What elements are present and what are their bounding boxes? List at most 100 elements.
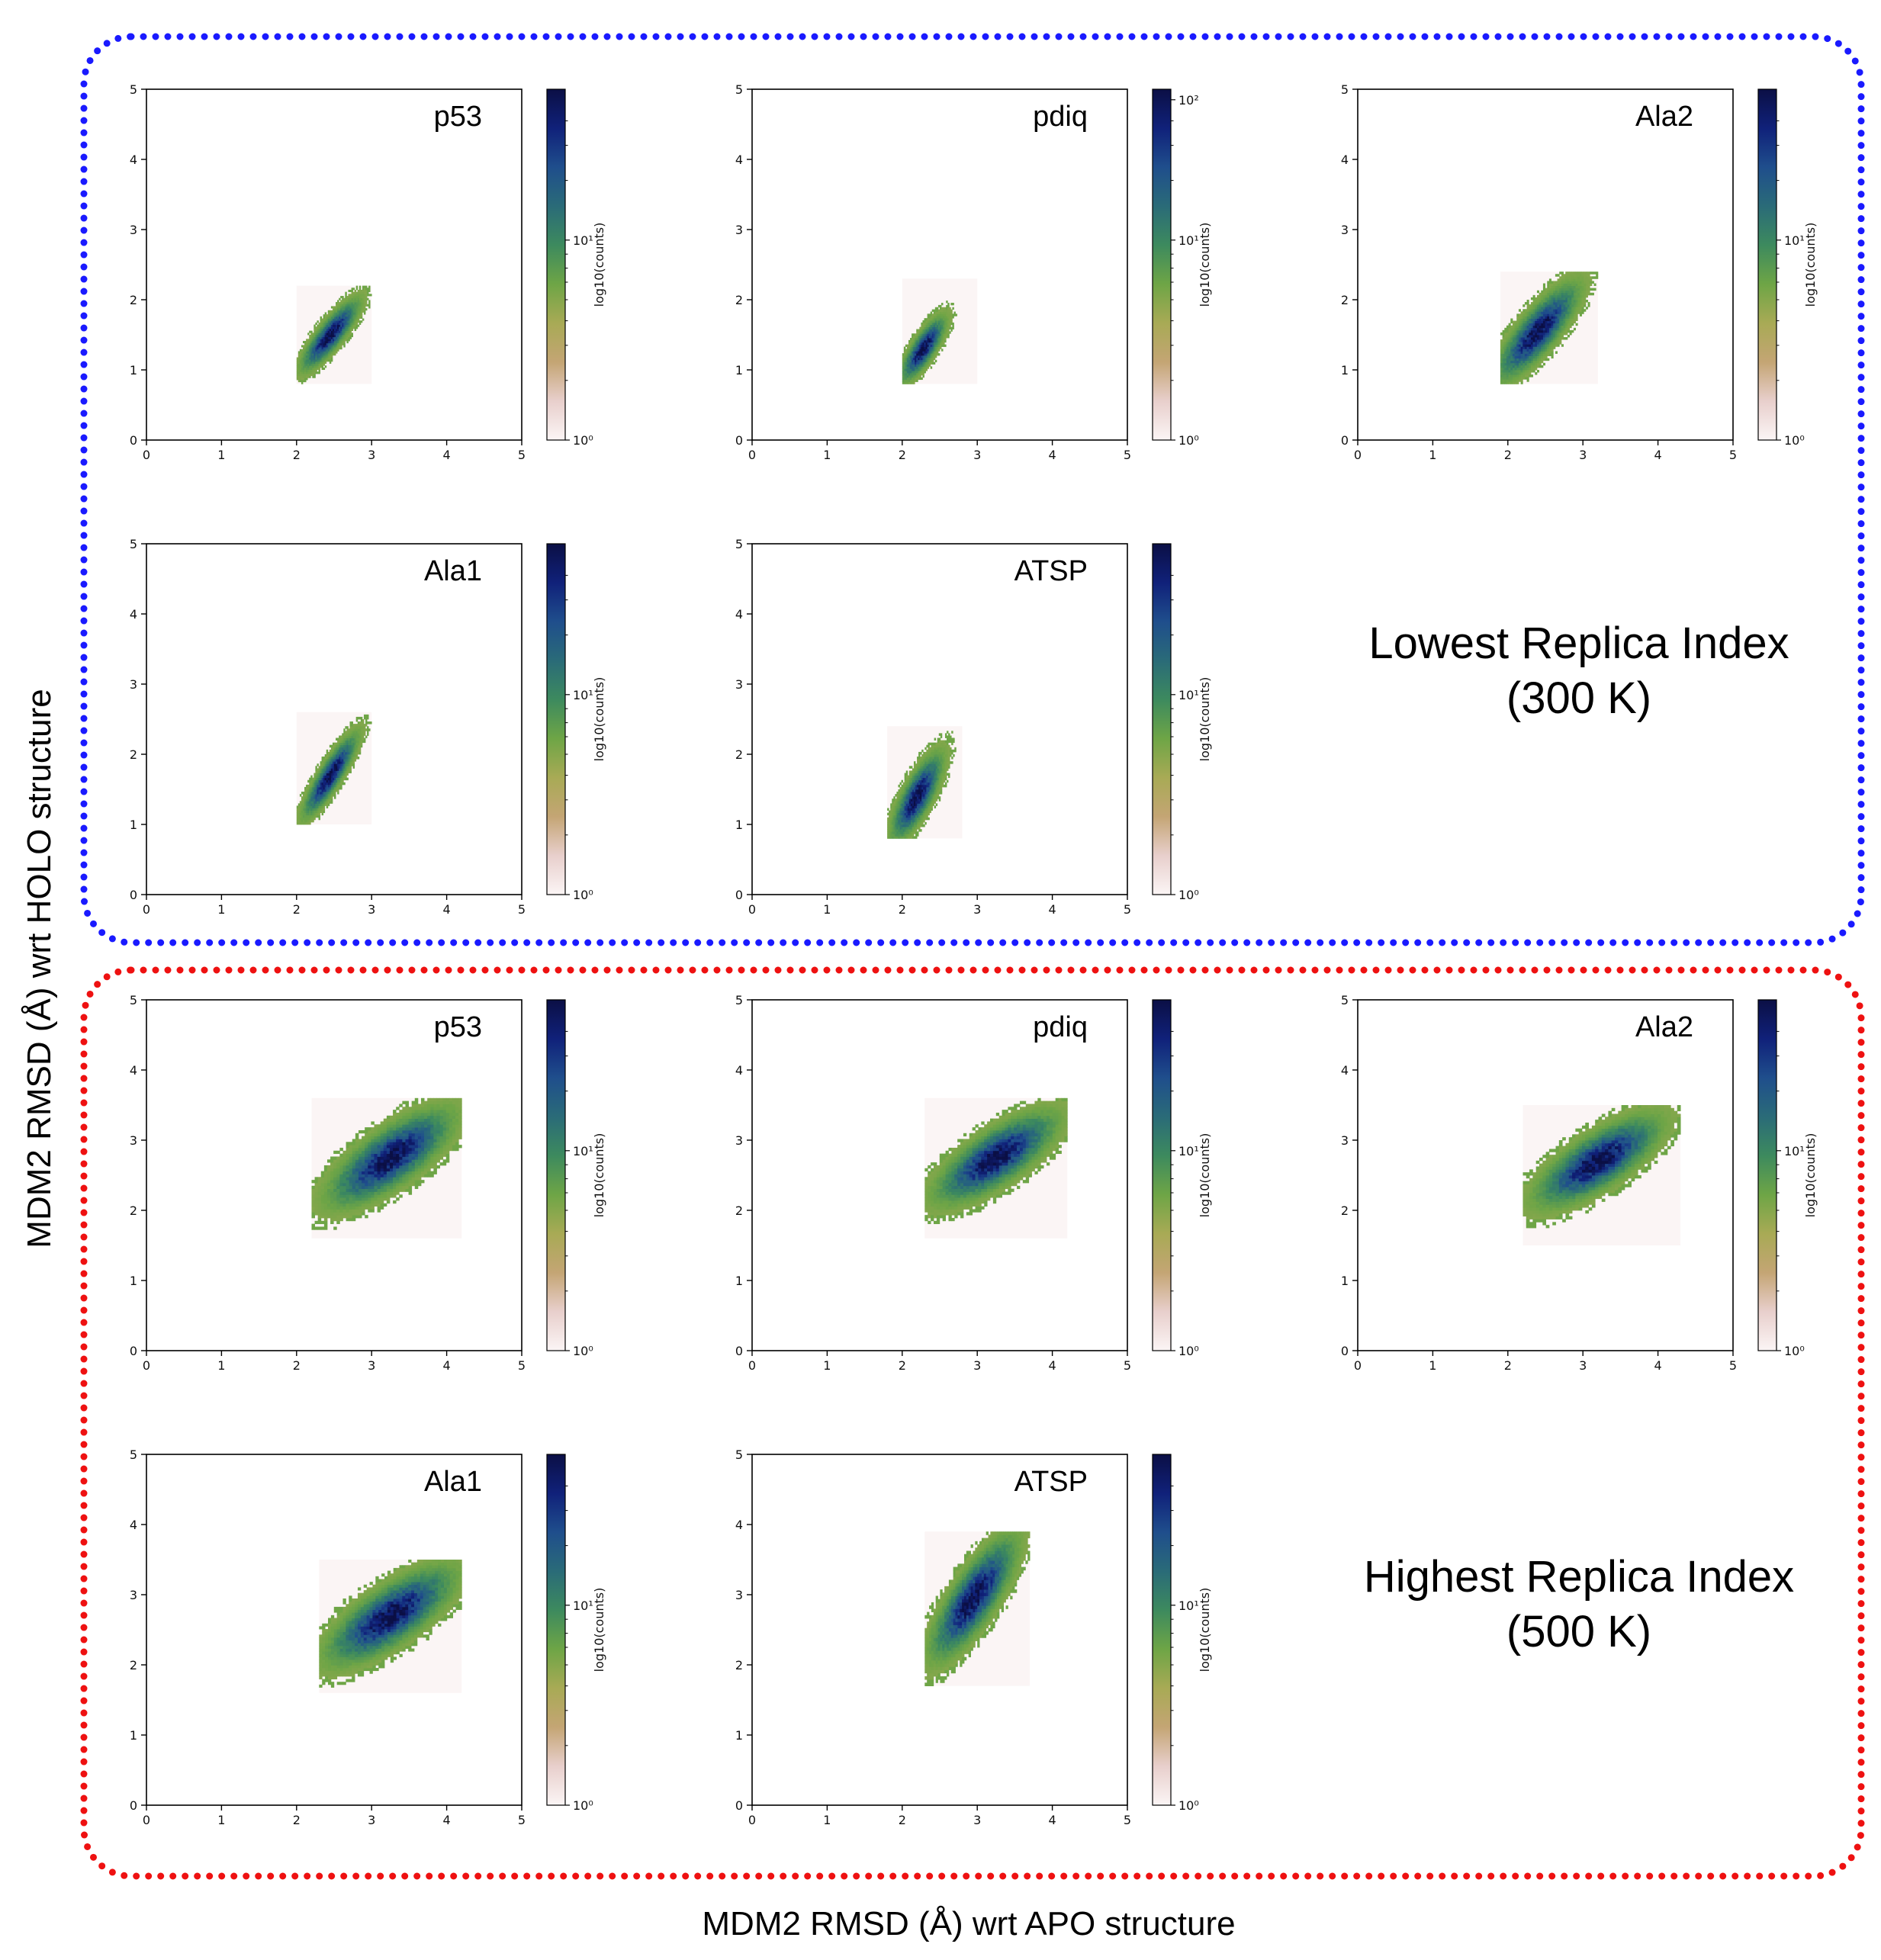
heatmap-cell <box>363 297 366 300</box>
heatmap-cell <box>303 801 305 804</box>
heatmap-cell <box>352 747 355 750</box>
heatmap-cell <box>1502 372 1505 375</box>
heatmap-cell <box>337 336 339 339</box>
heatmap-cell <box>944 307 947 310</box>
heatmap-cell <box>326 328 329 332</box>
heatmap-cell <box>913 794 916 797</box>
heatmap-cell <box>921 336 923 339</box>
heatmap-cell <box>1522 304 1526 307</box>
heatmap-cell <box>929 808 931 811</box>
heatmap-cell <box>944 768 947 771</box>
heatmap-cell <box>1541 335 1544 338</box>
heatmap-cell <box>340 324 342 327</box>
heatmap-cell <box>304 361 307 364</box>
heatmap-cell <box>908 792 912 795</box>
heatmap-cell <box>324 789 327 792</box>
heatmap-cell <box>934 786 937 790</box>
x-tick-label: 3 <box>368 448 375 462</box>
heatmap-cell <box>890 803 892 806</box>
heatmap-cell <box>919 344 921 347</box>
heatmap-cell <box>1548 337 1551 340</box>
heatmap-cell <box>1561 316 1564 319</box>
heatmap-cell <box>912 377 914 381</box>
heatmap-cell <box>348 733 350 736</box>
heatmap-cell <box>947 754 949 757</box>
colorbar <box>547 544 565 895</box>
heatmap-cell <box>332 749 335 753</box>
heatmap-cell <box>304 803 307 806</box>
heatmap-cell <box>329 782 332 786</box>
heatmap-cell <box>362 735 365 738</box>
heatmap-cell <box>332 770 335 773</box>
heatmap-cell <box>342 751 344 755</box>
heatmap-cell <box>1506 355 1510 359</box>
heatmap-cell <box>1530 355 1533 359</box>
heatmap-cell <box>1561 311 1564 314</box>
heatmap-cell <box>296 365 299 368</box>
heatmap-cell <box>922 339 924 343</box>
heatmap-cell <box>321 367 324 371</box>
heatmap-cell <box>1542 316 1545 319</box>
heatmap-cell <box>889 817 891 821</box>
heatmap-cell <box>299 355 302 358</box>
heatmap-cell <box>943 747 946 750</box>
heatmap-cell <box>1567 316 1570 319</box>
heatmap-cell <box>923 775 925 779</box>
heatmap-cell <box>1565 311 1568 314</box>
heatmap-cell <box>346 763 349 766</box>
heatmap-cell <box>348 289 350 293</box>
heatmap-cell <box>929 759 931 762</box>
heatmap-cell <box>931 770 933 773</box>
heatmap-cell <box>905 810 908 814</box>
heatmap-cell <box>340 744 342 748</box>
heatmap-cell <box>920 829 922 832</box>
heatmap-cell <box>926 801 928 804</box>
heatmap-cell <box>898 792 900 795</box>
heatmap-cell <box>1529 351 1532 354</box>
heatmap-cell <box>910 801 913 804</box>
heatmap-cell <box>896 819 899 823</box>
heatmap-cell <box>910 357 912 361</box>
heatmap-cell <box>330 316 333 319</box>
heatmap-cell <box>330 796 333 799</box>
heatmap-cell <box>307 375 310 378</box>
heatmap-cell <box>1548 304 1551 307</box>
heatmap-cell <box>1555 329 1558 333</box>
heatmap-cell <box>895 817 897 821</box>
heatmap-cell <box>902 805 905 808</box>
heatmap-cell <box>910 770 913 773</box>
heatmap-cell <box>923 819 925 823</box>
heatmap-cell <box>1510 381 1513 384</box>
heatmap-cell <box>349 304 352 307</box>
heatmap-cell <box>1553 344 1556 347</box>
heatmap-cell <box>928 333 931 336</box>
heatmap-cell <box>309 794 311 797</box>
heatmap-cell <box>1587 278 1590 281</box>
colorbar-bottom-tick-label: 10⁰ <box>573 433 593 448</box>
heatmap-cell <box>950 761 952 764</box>
heatmap-cell <box>906 349 909 352</box>
x-tick-label: 0 <box>748 448 756 462</box>
heatmap-cell <box>326 759 329 762</box>
heatmap-cell <box>299 351 302 354</box>
heatmap-cell <box>910 819 913 823</box>
heatmap-cell <box>359 737 362 741</box>
heatmap-cell <box>349 335 352 338</box>
heatmap-cell <box>907 805 910 808</box>
heatmap-cell <box>924 786 927 790</box>
heatmap-cell <box>1551 335 1554 338</box>
heatmap-cell <box>923 766 925 769</box>
heatmap-cell <box>916 366 918 369</box>
heatmap-cell <box>934 761 937 764</box>
heatmap-cell <box>346 336 349 339</box>
heatmap-cell <box>947 731 949 734</box>
heatmap-cell <box>334 312 336 315</box>
heatmap-cell <box>1569 274 1572 277</box>
heatmap-cell <box>351 310 353 313</box>
heatmap-cell <box>946 313 948 316</box>
heatmap-cell <box>348 314 350 317</box>
heatmap-cell <box>296 805 299 808</box>
heatmap-cell <box>924 349 926 352</box>
heatmap-cell <box>336 330 338 333</box>
heatmap-cell <box>342 773 344 776</box>
